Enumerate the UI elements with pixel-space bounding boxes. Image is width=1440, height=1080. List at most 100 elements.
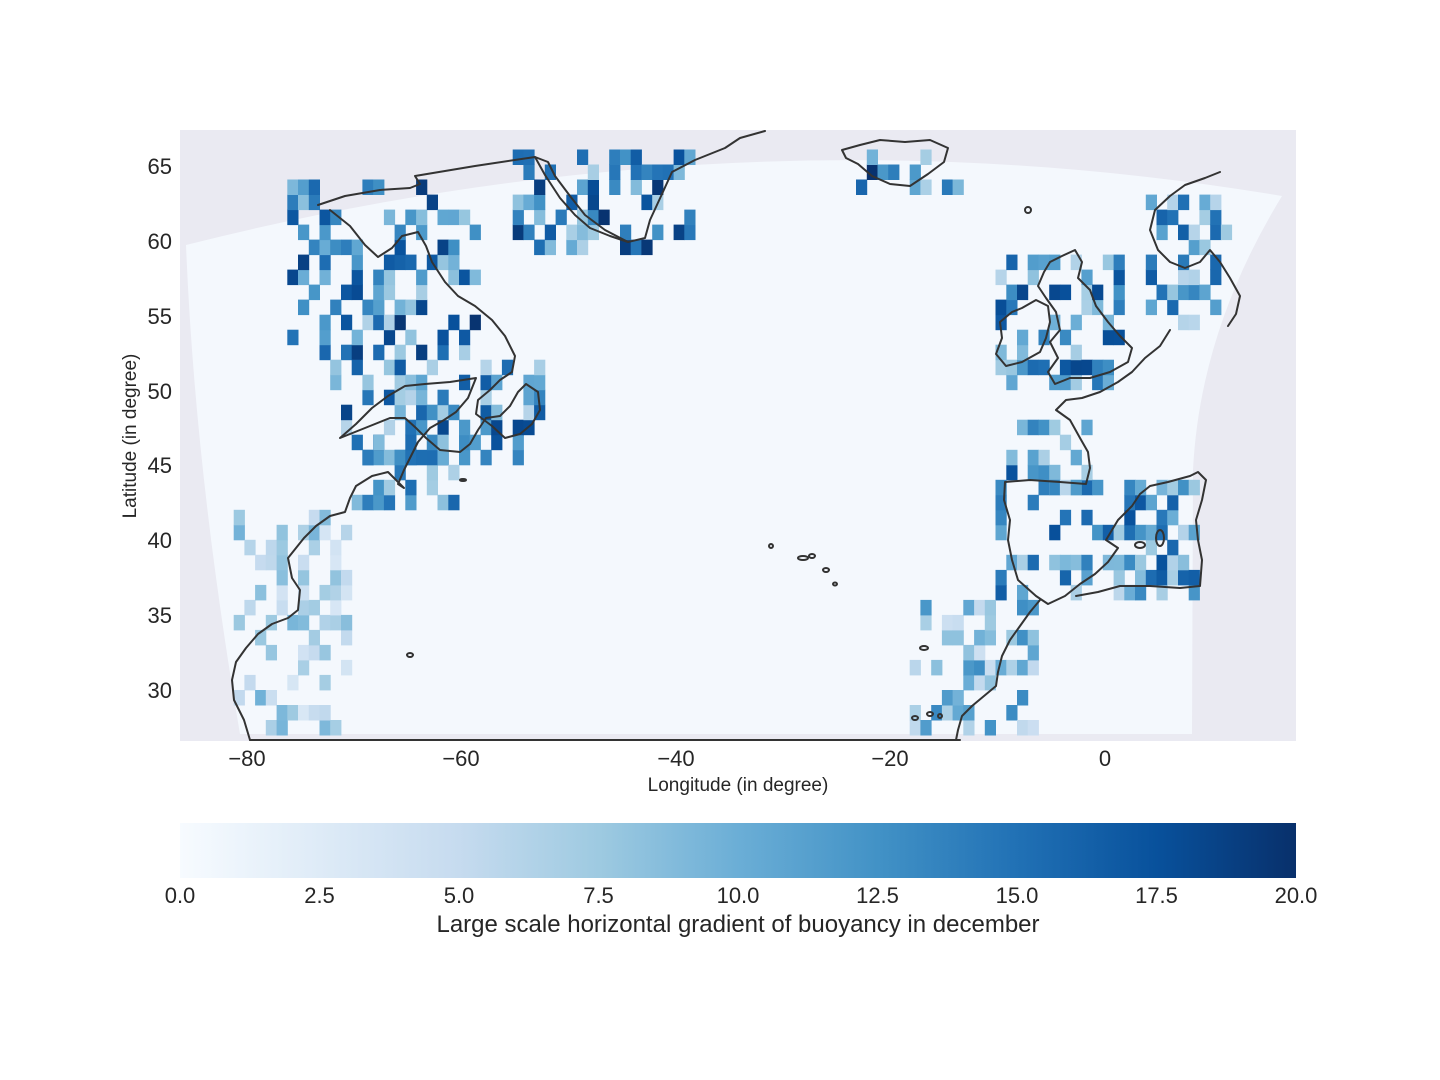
heatmap-cell — [373, 269, 385, 286]
heatmap-cell — [426, 479, 438, 496]
heatmap-cell — [1049, 524, 1061, 541]
heatmap-cell — [888, 164, 900, 180]
colorbar: 0.0 2.5 5.0 7.5 10.0 12.5 15.0 17.5 20.0… — [165, 823, 1317, 938]
heatmap-cell — [1135, 479, 1147, 496]
heatmap-cell — [319, 705, 331, 721]
heatmap-cell — [641, 164, 653, 180]
x-tick-label: 0 — [1099, 746, 1111, 771]
heatmap-cell — [255, 584, 267, 601]
heatmap-cell — [1113, 329, 1125, 346]
heatmap-cell — [298, 644, 310, 661]
heatmap-cell — [1102, 254, 1114, 271]
heatmap-cell — [319, 224, 331, 241]
heatmap-cell — [1070, 254, 1082, 271]
x-tick-label: −20 — [871, 746, 908, 771]
coastline-great-britain — [1037, 249, 1133, 385]
heatmap-cell — [416, 374, 428, 391]
heatmap-cell — [641, 194, 653, 211]
heatmap-cell — [298, 614, 310, 631]
heatmap-cell — [1113, 554, 1125, 571]
heatmap-cell — [630, 164, 642, 180]
heatmap-cell — [448, 239, 460, 256]
heatmap-cell — [469, 269, 481, 286]
heatmap-cell — [1156, 479, 1168, 496]
heatmap-cell — [426, 359, 438, 376]
heatmap-cell — [287, 194, 299, 211]
heatmap-cell — [319, 524, 331, 541]
heatmap-cell — [1092, 374, 1104, 391]
heatmap-cell — [630, 149, 642, 165]
heatmap-cell — [974, 644, 986, 661]
heatmap-cell — [1210, 269, 1222, 286]
heatmap-cell — [437, 419, 449, 436]
heatmap-cell — [1017, 554, 1029, 571]
heatmap-cell — [1092, 359, 1104, 376]
heatmap-cell — [1092, 284, 1104, 301]
heatmap-cell — [1102, 329, 1114, 346]
heatmap-cell — [1145, 539, 1157, 556]
heatmap-cell — [1017, 690, 1029, 706]
colorbar-title: Large scale horizontal gradient of buoya… — [436, 911, 1039, 938]
heatmap-cell — [1059, 374, 1072, 391]
heatmap-cell — [405, 419, 417, 436]
heatmap-cell — [298, 254, 310, 271]
heatmap-cell — [405, 374, 417, 391]
coastline-labrador-to-florida — [231, 209, 541, 741]
coastline-norway — [1149, 171, 1241, 327]
heatmap-cell — [995, 659, 1007, 676]
heatmap-cell — [330, 569, 342, 586]
heatmap-cell — [577, 224, 589, 241]
heatmap-cell — [394, 254, 406, 271]
heatmap-cell — [1156, 584, 1168, 601]
heatmap-cell — [351, 494, 363, 511]
heatmap-cell — [920, 599, 932, 616]
heatmap-cell — [459, 269, 471, 286]
heatmap-cell — [298, 299, 310, 316]
heatmap-cell — [480, 359, 492, 376]
heatmap-cell — [459, 419, 471, 436]
heatmap-cell — [351, 269, 363, 286]
heatmap-cell — [383, 254, 396, 271]
heatmap-cell — [459, 434, 471, 451]
heatmap-cell — [1027, 720, 1039, 736]
heatmap-cell — [265, 690, 277, 706]
heatmap-cell — [1006, 374, 1018, 391]
heatmap-cell — [920, 179, 932, 195]
heatmap-cell — [459, 374, 471, 391]
heatmap-cell — [394, 374, 406, 391]
heatmap-cell — [373, 284, 385, 301]
heatmap-cell — [416, 389, 428, 406]
heatmap-cell — [609, 149, 621, 165]
colorbar-tick-label: 17.5 — [1135, 883, 1178, 908]
heatmap-cell — [276, 569, 288, 586]
heatmap-cell — [330, 299, 342, 316]
heatmap-cell — [523, 404, 535, 421]
heatmap-cell — [1081, 569, 1093, 586]
heatmap-cell — [362, 374, 374, 391]
heatmap-cell — [1070, 359, 1082, 376]
heatmap-cell — [1049, 284, 1061, 301]
heatmap-cell — [308, 599, 320, 616]
heatmap-cell — [662, 164, 675, 180]
heatmap-cell — [984, 659, 996, 676]
heatmap-cell — [330, 359, 342, 376]
heatmap-cell — [1124, 494, 1136, 511]
heatmap-cell — [287, 269, 299, 286]
heatmap-cell — [963, 659, 975, 676]
heatmap-cell — [373, 449, 385, 466]
heatmap-cell — [394, 359, 406, 376]
heatmap-cell — [459, 329, 471, 346]
heatmap-cell — [276, 705, 288, 721]
heatmap-cell — [1006, 449, 1018, 466]
heatmap-cell — [1178, 314, 1190, 331]
heatmap-cell — [1038, 449, 1050, 466]
heatmap-cell — [1027, 419, 1039, 436]
heatmap-cell — [383, 314, 396, 331]
heatmap-cell — [995, 344, 1007, 361]
heatmap-cell — [437, 494, 449, 511]
heatmap-cell — [512, 149, 524, 165]
heatmap-cell — [426, 404, 438, 421]
heatmap-cell — [512, 434, 524, 451]
heatmap-cell — [1027, 659, 1039, 676]
heatmap-cell — [984, 599, 996, 616]
